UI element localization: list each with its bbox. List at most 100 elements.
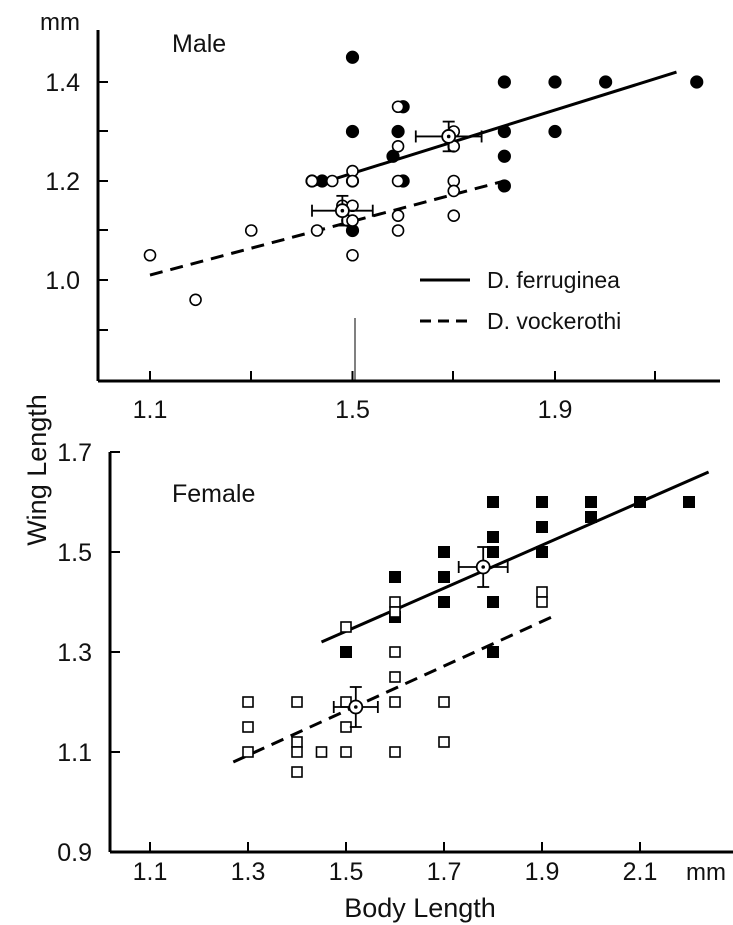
- data-point: [389, 571, 401, 583]
- data-point: [487, 531, 499, 543]
- y-tick-label: 1.2: [45, 168, 80, 196]
- x-tick-label: 1.3: [231, 858, 266, 886]
- x-tick-label: 1.9: [525, 858, 560, 886]
- fit-line: [311, 70, 677, 188]
- data-point: [340, 746, 352, 758]
- data-point: [438, 596, 450, 608]
- data-point: [244, 224, 258, 237]
- data-point: [391, 124, 405, 139]
- data-point: [389, 646, 401, 658]
- male-means: [311, 120, 483, 227]
- x-tick-label: 1.5: [329, 858, 364, 886]
- fit-line: [149, 179, 505, 277]
- x-tick-label: 1.1: [133, 396, 168, 424]
- data-point: [438, 546, 450, 558]
- data-point: [487, 596, 499, 608]
- data-point: [391, 174, 405, 188]
- mean-center-dot: [481, 565, 486, 569]
- data-point: [497, 149, 511, 163]
- data-point: [386, 149, 400, 163]
- male-y-ticks: 1.0 1.2 1.4: [45, 69, 108, 295]
- female-unit-label: mm: [686, 859, 726, 886]
- data-point: [599, 75, 613, 89]
- female-means: [332, 546, 509, 728]
- data-point: [536, 521, 548, 533]
- data-point: [389, 606, 401, 618]
- data-point: [536, 496, 548, 508]
- data-point: [325, 174, 339, 188]
- data-point: [315, 746, 328, 758]
- data-point: [497, 75, 511, 89]
- female-panel-title: Female: [172, 480, 255, 508]
- male-x-ticks: 1.1 1.5 1.9: [133, 371, 573, 424]
- data-point: [345, 50, 360, 64]
- fit-line: [232, 615, 553, 764]
- mean-center-dot: [354, 705, 358, 709]
- mean-center-dot: [340, 208, 345, 213]
- data-point: [291, 746, 303, 758]
- data-point: [143, 248, 157, 262]
- data-point: [389, 746, 401, 758]
- data-point: [291, 696, 303, 708]
- male-panel-title: Male: [172, 30, 226, 58]
- data-point: [391, 209, 405, 222]
- female-panel: Female mm Body Length 0.9 1.1 1.3 1.5 1.7 1.…: [57, 439, 733, 923]
- male-panel: mm Male 1.0 1.2 1.4 1.1 1.5 1.9 D. ferrugine…: [40, 9, 720, 424]
- x-axis-title: Body Length: [344, 893, 496, 923]
- data-point: [340, 621, 352, 633]
- data-point: [291, 736, 303, 748]
- x-tick-label: 1.9: [538, 396, 573, 424]
- data-point: [536, 596, 548, 608]
- data-point: [447, 184, 461, 198]
- data-point: [487, 546, 499, 558]
- data-point: [438, 571, 450, 583]
- y-tick-label: 1.0: [45, 267, 80, 295]
- data-point: [340, 646, 352, 658]
- data-point: [242, 696, 254, 708]
- mean-center-dot: [446, 134, 451, 139]
- y-tick-label: 1.1: [57, 739, 92, 767]
- data-point: [497, 179, 511, 193]
- data-point: [438, 736, 450, 748]
- legend-label-vockerothi: D. vockerothi: [487, 308, 621, 334]
- fit-line: [320, 470, 710, 644]
- female-y-ticks: 0.9 1.1 1.3 1.5 1.7: [57, 439, 120, 867]
- data-point: [634, 496, 646, 508]
- female-x-ticks: 1.1 1.3 1.5 1.7 1.9 2.1: [133, 842, 658, 886]
- x-tick-label: 1.7: [427, 858, 462, 886]
- y-tick-label: 1.4: [45, 69, 80, 97]
- data-point: [346, 214, 359, 227]
- data-point: [447, 209, 461, 222]
- data-point: [346, 248, 359, 262]
- data-point: [345, 124, 360, 139]
- male-fit-lines: [149, 70, 677, 277]
- data-point: [585, 496, 597, 508]
- legend-label-ferruginea: D. ferruginea: [487, 267, 620, 293]
- data-point: [391, 140, 405, 153]
- data-point: [189, 293, 202, 307]
- data-point: [391, 224, 405, 237]
- data-point: [389, 696, 401, 708]
- data-point: [340, 721, 352, 733]
- x-tick-label: 2.1: [623, 858, 658, 886]
- data-point: [585, 511, 597, 523]
- data-point: [690, 75, 704, 89]
- female-points: [242, 496, 695, 778]
- x-tick-label: 1.1: [133, 858, 168, 886]
- x-tick-label: 1.5: [335, 396, 370, 424]
- y-tick-label: 1.7: [57, 439, 92, 467]
- y-tick-label: 0.9: [57, 839, 92, 867]
- data-point: [487, 496, 499, 508]
- data-point: [548, 124, 562, 139]
- data-point: [683, 496, 695, 508]
- data-point: [548, 75, 562, 89]
- y-tick-label: 1.5: [57, 539, 92, 567]
- data-point: [487, 646, 499, 658]
- female-fit-lines: [232, 470, 710, 764]
- data-point: [391, 100, 405, 114]
- data-point: [310, 224, 324, 237]
- data-point: [242, 746, 254, 758]
- data-point: [536, 586, 548, 598]
- data-point: [291, 766, 303, 778]
